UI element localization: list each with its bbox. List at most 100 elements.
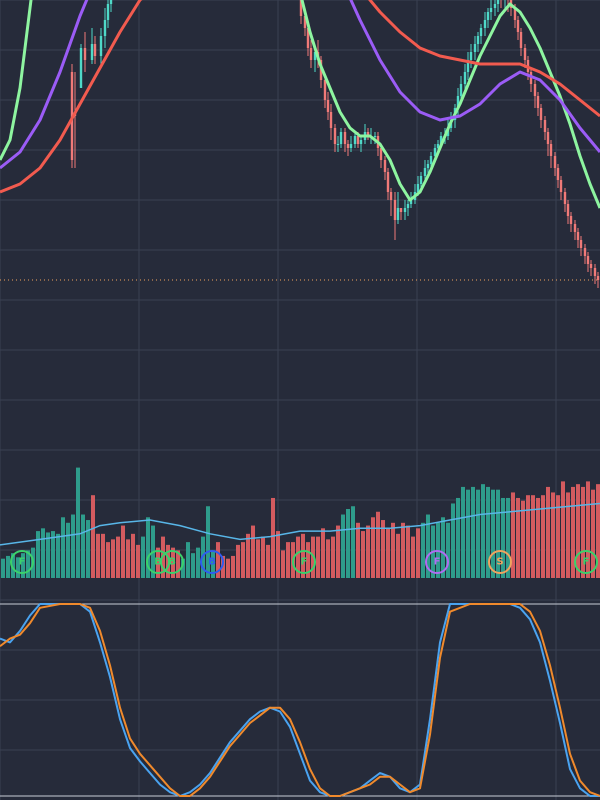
signal-marker-letter: S (496, 557, 503, 568)
volume-bar (126, 539, 130, 578)
candle-body (576, 232, 580, 240)
volume-bar (406, 525, 410, 578)
candle-body (463, 72, 467, 84)
volume-bar (356, 522, 360, 578)
signal-marker-letter: F (583, 557, 590, 568)
candle-body (93, 44, 97, 56)
volume-bar (506, 497, 510, 578)
candle-body (303, 16, 307, 28)
candle-body (543, 120, 547, 132)
candle-body (549, 144, 553, 156)
volume-bar (526, 495, 530, 578)
candle-body (326, 100, 330, 112)
volume-bar (471, 486, 475, 578)
volume-bar (496, 489, 500, 578)
volume-bar (136, 544, 140, 578)
candle-body (349, 144, 353, 148)
volume-bar (101, 533, 105, 578)
candle-body (459, 84, 463, 96)
volume-bar (451, 503, 455, 578)
candle-body (473, 44, 477, 52)
volume-bar (211, 550, 215, 578)
signal-marker-letter: F (301, 557, 308, 568)
candle-body (476, 36, 480, 44)
volume-bar (391, 522, 395, 578)
volume-bar (231, 555, 235, 578)
candle-body (469, 52, 473, 60)
volume-bar (176, 550, 180, 578)
volume-bar (336, 525, 340, 578)
oscillator-line (0, 603, 600, 797)
volume-bar (586, 481, 590, 578)
candle-body (336, 144, 340, 145)
volume-bar (531, 495, 535, 578)
volume-bar (91, 495, 95, 578)
candle-body (556, 168, 560, 180)
candle-body (393, 200, 397, 220)
signal-marker-circle (488, 550, 512, 574)
volume-bar (411, 536, 415, 578)
candle-body (426, 164, 430, 168)
candle-body (406, 204, 410, 208)
signal-marker-circle (425, 550, 449, 574)
signal-marker-letter: B (208, 557, 216, 568)
candle-body (456, 96, 460, 108)
volume-bar (341, 514, 345, 578)
candle-body (559, 180, 563, 192)
candle-body (516, 20, 520, 32)
volume-bar (216, 542, 220, 578)
volume-bar (196, 547, 200, 578)
candle-body (496, 0, 500, 4)
volume-bar (16, 557, 20, 578)
volume-bar (6, 555, 10, 578)
volume-bar (251, 525, 255, 578)
candle-body (519, 32, 523, 48)
volume-bar (141, 536, 145, 578)
volume-bar (426, 514, 430, 578)
signal-marker-letter: B (154, 557, 162, 568)
volume-bar (476, 489, 480, 578)
candle-body (553, 156, 557, 168)
volume-bar (286, 542, 290, 578)
candle-body (379, 148, 383, 160)
candle-body (493, 4, 497, 8)
volume-bar (521, 500, 525, 578)
volume-bar (591, 489, 595, 578)
candle-body (429, 156, 433, 164)
volume-bar (331, 536, 335, 578)
volume-bar (516, 497, 520, 578)
volume-bar (351, 506, 355, 578)
candle-body (513, 8, 517, 20)
candle-body (396, 208, 400, 220)
candle-body (103, 20, 107, 36)
candle-body (306, 28, 310, 48)
candle-body (386, 172, 390, 192)
volume-bar (421, 522, 425, 578)
volume-bar (1, 558, 5, 578)
volume-bar (536, 497, 540, 578)
signal-marker-circle (10, 550, 34, 574)
volume-bar (191, 553, 195, 578)
volume-bar (511, 492, 515, 578)
volume-bar (581, 486, 585, 578)
volume-bar (221, 555, 225, 578)
volume-bar (571, 486, 575, 578)
candle-body (333, 128, 337, 144)
candle-body (90, 44, 94, 60)
volume-bar (146, 517, 150, 578)
candle-body (329, 112, 333, 128)
signal-marker-circle (160, 550, 184, 574)
candle-body (323, 80, 327, 100)
volume-bar (241, 542, 245, 578)
volume-bar (551, 492, 555, 578)
candle-body (109, 0, 113, 4)
candle-body (439, 136, 443, 144)
candle-body (99, 36, 103, 56)
volume-bar (81, 514, 85, 578)
volume-bar (106, 542, 110, 578)
candle-body (79, 48, 83, 88)
volume-bar (271, 497, 275, 578)
volume-bar (486, 486, 490, 578)
volume-bar (566, 492, 570, 578)
